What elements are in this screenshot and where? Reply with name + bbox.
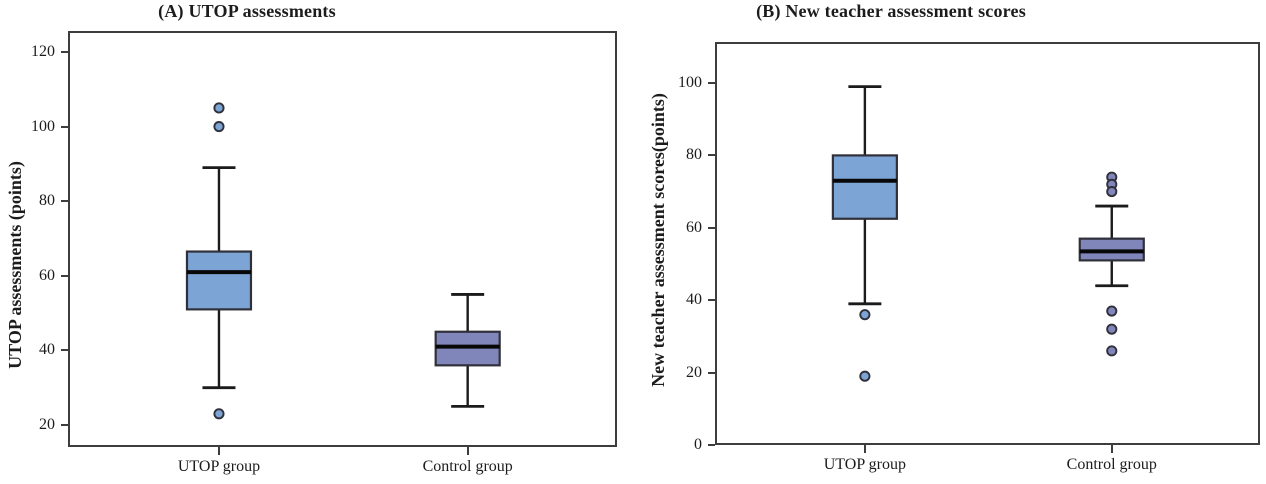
- outlier-point: [859, 370, 871, 382]
- boxplot-utop-group: [831, 85, 898, 382]
- x-tick-mark: [217, 447, 220, 455]
- outlier-point: [213, 102, 225, 114]
- panel-a-plot-area: [68, 31, 617, 447]
- y-tick-label: 80: [686, 146, 702, 164]
- y-tick-mark: [708, 154, 715, 157]
- y-tick-label: 100: [678, 74, 702, 91]
- x-tick-label: Control group: [1066, 456, 1157, 473]
- y-tick-label: 40: [686, 291, 702, 309]
- boxplot-utop-group: [185, 102, 253, 420]
- panel-a-title: (A) UTOP assessments: [158, 1, 336, 21]
- y-tick-label: 0: [694, 436, 702, 453]
- y-tick-label: 100: [31, 117, 55, 135]
- y-tick-label: 20: [39, 416, 55, 433]
- y-tick-mark: [61, 274, 68, 277]
- panel-b-title: (B) New teacher assessment scores: [756, 1, 1026, 21]
- y-tick-label: 20: [686, 363, 702, 381]
- y-tick-mark: [708, 82, 715, 84]
- x-tick-label: Control group: [422, 458, 513, 475]
- outlier-point: [859, 309, 871, 321]
- x-tick-label: UTOP group: [823, 456, 906, 473]
- y-tick-label: 40: [39, 341, 55, 359]
- panel-b-y-axis-label: New teacher assessment scores(points): [648, 93, 668, 387]
- y-tick-mark: [708, 444, 715, 446]
- y-tick-mark: [708, 226, 715, 229]
- y-tick-mark: [61, 424, 68, 426]
- outlier-point: [1106, 345, 1118, 357]
- y-tick-mark: [61, 51, 68, 53]
- outlier-point: [1106, 305, 1118, 317]
- y-tick-mark: [61, 349, 68, 352]
- y-tick-mark: [708, 371, 715, 374]
- outlier-point: [213, 121, 225, 133]
- y-tick-mark: [708, 299, 715, 302]
- panel-a-boxplots: [185, 102, 501, 420]
- y-tick-label: 120: [31, 43, 55, 60]
- y-tick-label: 60: [686, 218, 702, 236]
- y-tick-mark: [61, 125, 68, 128]
- x-tick-mark: [466, 447, 469, 455]
- outlier-point: [1106, 323, 1118, 335]
- outlier-point: [1106, 186, 1118, 198]
- boxplot-control-group: [1078, 171, 1145, 357]
- panel-b-plot-area: [715, 42, 1260, 445]
- panel-b-boxplots: [831, 85, 1145, 382]
- x-tick-mark: [1110, 445, 1113, 453]
- y-tick-label: 60: [39, 266, 55, 284]
- y-tick-mark: [61, 200, 68, 203]
- boxplot-control-group: [434, 293, 501, 408]
- x-tick-label: UTOP group: [177, 458, 261, 475]
- outlier-point: [213, 408, 225, 420]
- x-tick-mark: [863, 445, 866, 453]
- y-tick-label: 80: [39, 192, 55, 210]
